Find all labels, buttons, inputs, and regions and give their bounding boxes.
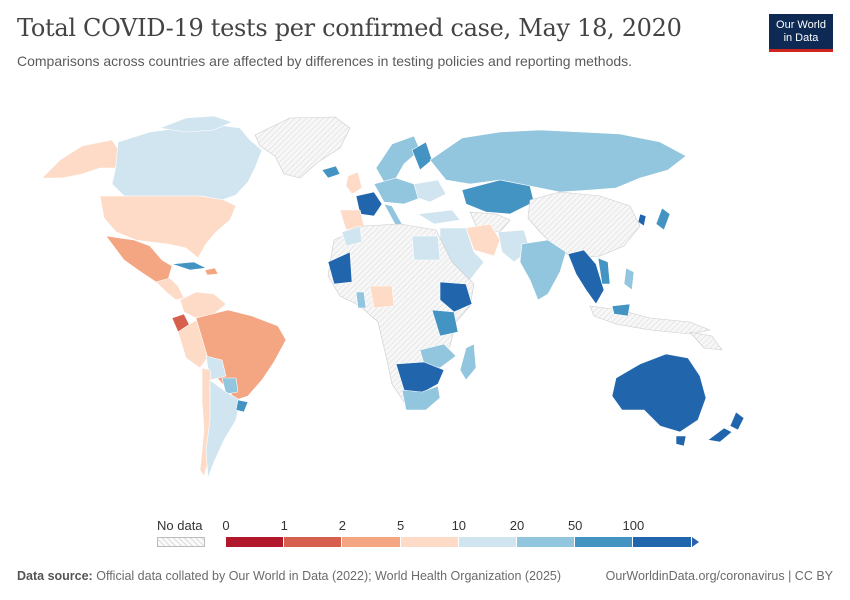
region-iceland[interactable]	[321, 165, 341, 179]
legend-bin-6[interactable]	[517, 537, 576, 547]
region-alaska[interactable]	[41, 139, 121, 179]
owid-logo[interactable]: Our World in Data	[769, 14, 833, 52]
region-ethiopia[interactable]	[439, 281, 473, 313]
region-iran[interactable]	[465, 223, 501, 257]
footer-source-text: Official data collated by Our World in D…	[96, 569, 562, 583]
legend-tick-label: 10	[451, 518, 467, 533]
footer-source-label: Data source:	[17, 569, 93, 583]
region-ghana[interactable]	[355, 291, 367, 309]
legend-bin-8[interactable]	[633, 537, 692, 547]
region-india[interactable]	[519, 239, 567, 301]
legend-tick-label: 20	[509, 518, 525, 533]
region-canada[interactable]	[111, 123, 263, 201]
region-dominican-republic[interactable]	[204, 267, 219, 276]
region-zambia[interactable]	[419, 343, 457, 369]
region-egypt[interactable]	[411, 235, 441, 261]
world-map[interactable]	[0, 100, 850, 510]
region-united-kingdom[interactable]	[345, 171, 363, 195]
footer-url-license[interactable]: OurWorldinData.org/coronavirus | CC BY	[605, 569, 833, 583]
region-ukraine[interactable]	[413, 179, 447, 203]
legend-bin-2[interactable]	[284, 537, 343, 547]
region-nigeria[interactable]	[369, 285, 395, 309]
region-south-africa[interactable]	[401, 385, 441, 411]
region-paraguay[interactable]	[221, 377, 239, 395]
region-japan[interactable]	[655, 207, 671, 231]
region-uruguay[interactable]	[235, 399, 249, 413]
region-scandinavia[interactable]	[375, 135, 421, 183]
legend-bin-7[interactable]	[575, 537, 634, 547]
legend-tick-label: 2	[338, 518, 347, 533]
region-australia[interactable]	[611, 353, 707, 433]
legend-tick-label: 0	[222, 518, 230, 533]
region-malaysia[interactable]	[611, 303, 631, 317]
legend-no-data-label: No data	[157, 518, 203, 533]
region-central-america[interactable]	[155, 277, 185, 301]
region-morocco[interactable]	[341, 225, 363, 247]
region-new-zealand[interactable]	[707, 411, 745, 443]
region-turkey[interactable]	[417, 209, 461, 225]
legend-tick-label: 1	[280, 518, 288, 533]
region-kenya[interactable]	[431, 309, 459, 337]
legend-tick-label: 50	[567, 518, 583, 533]
chart-subtitle: Comparisons across countries are affecte…	[17, 53, 633, 69]
region-madagascar[interactable]	[459, 343, 477, 381]
region-papua-new-guinea[interactable]	[689, 331, 723, 351]
region-greenland[interactable]	[254, 116, 351, 179]
region-argentina[interactable]	[205, 379, 241, 479]
map-legend: No data 0 1 2 5 10 20 50 100	[0, 516, 850, 556]
region-tasmania[interactable]	[675, 435, 687, 447]
region-indonesia[interactable]	[589, 305, 711, 335]
logo-line-1: Our World	[776, 19, 826, 31]
region-china[interactable]	[527, 191, 641, 259]
legend-tick-label: 5	[396, 518, 405, 533]
region-mexico[interactable]	[105, 235, 173, 283]
region-vietnam[interactable]	[597, 257, 611, 285]
region-south-korea[interactable]	[637, 213, 647, 227]
legend-arrow	[692, 537, 699, 547]
region-russia[interactable]	[429, 129, 687, 193]
region-west-africa[interactable]	[327, 251, 353, 285]
region-cuba[interactable]	[171, 261, 207, 271]
legend-bin-5[interactable]	[458, 537, 517, 547]
legend-tick-label: 100	[622, 518, 645, 533]
region-united-states[interactable]	[99, 195, 237, 259]
region-colombia-venezuela[interactable]	[179, 291, 227, 319]
legend-bin-1[interactable]	[226, 537, 285, 547]
footer-source: Data source: Official data collated by O…	[17, 569, 561, 583]
region-italy[interactable]	[383, 203, 403, 227]
region-kazakhstan[interactable]	[461, 179, 535, 215]
region-canada-islands[interactable]	[159, 115, 233, 133]
region-philippines[interactable]	[623, 267, 635, 291]
chart-title: Total COVID-19 tests per confirmed case,…	[17, 14, 682, 42]
legend-bin-3[interactable]	[342, 537, 401, 547]
region-southeast-asia[interactable]	[567, 249, 605, 305]
logo-line-2: in Data	[783, 32, 819, 44]
region-central-europe[interactable]	[373, 177, 421, 205]
legend-no-data-swatch	[157, 537, 205, 547]
legend-bin-4[interactable]	[400, 537, 459, 547]
